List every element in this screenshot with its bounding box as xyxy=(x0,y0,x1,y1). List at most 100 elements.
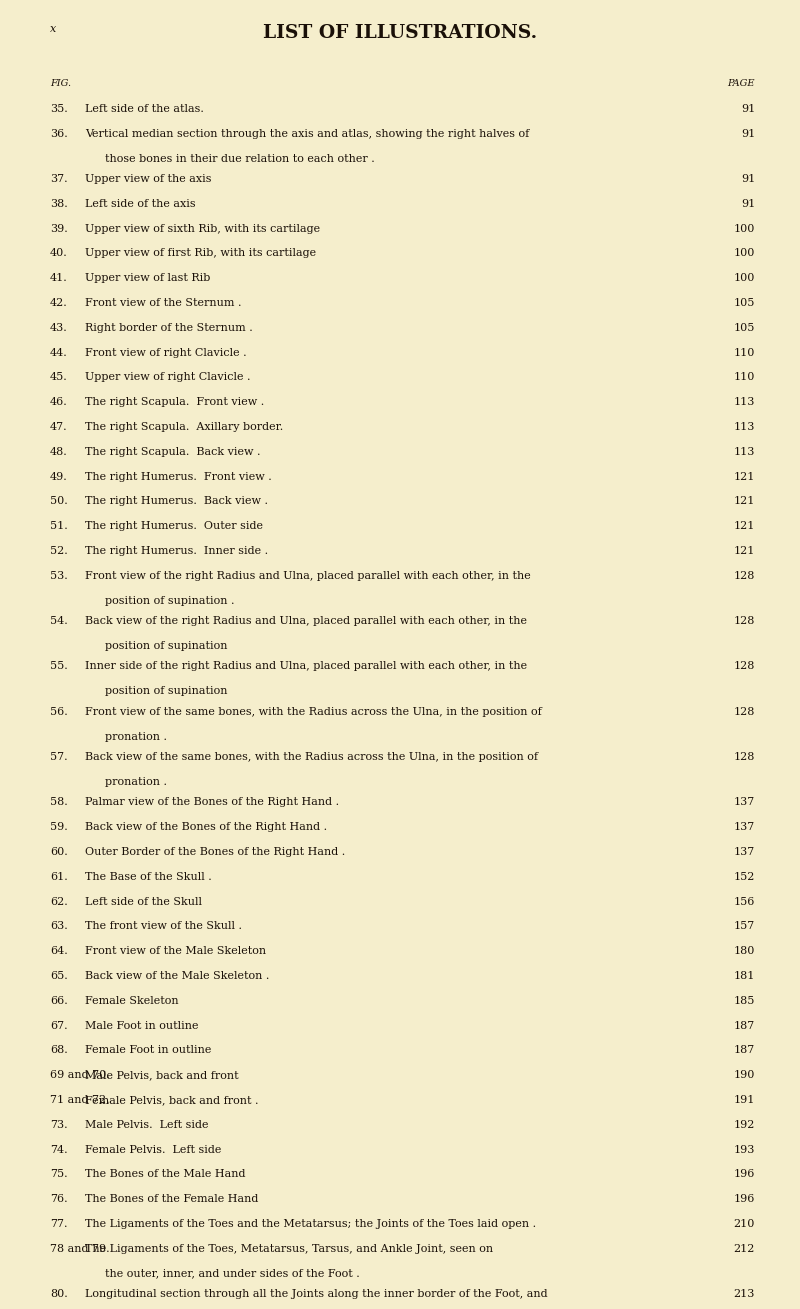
Text: 50.: 50. xyxy=(50,496,68,507)
Text: Back view of the Male Skeleton .: Back view of the Male Skeleton . xyxy=(85,971,270,980)
Text: pronation .: pronation . xyxy=(105,778,167,787)
Text: Right border of the Sternum .: Right border of the Sternum . xyxy=(85,323,253,332)
Text: 58.: 58. xyxy=(50,797,68,808)
Text: 45.: 45. xyxy=(50,373,68,382)
Text: 196: 196 xyxy=(734,1169,755,1179)
Text: 59.: 59. xyxy=(50,822,68,833)
Text: 43.: 43. xyxy=(50,323,68,332)
Text: Front view of the same bones, with the Radius across the Ulna, in the position o: Front view of the same bones, with the R… xyxy=(85,707,542,717)
Text: 36.: 36. xyxy=(50,128,68,139)
Text: 54.: 54. xyxy=(50,617,68,626)
Text: 80.: 80. xyxy=(50,1289,68,1299)
Text: Back view of the Bones of the Right Hand .: Back view of the Bones of the Right Hand… xyxy=(85,822,327,833)
Text: 187: 187 xyxy=(734,1021,755,1030)
Text: Female Skeleton: Female Skeleton xyxy=(85,996,178,1005)
Text: The front view of the Skull .: The front view of the Skull . xyxy=(85,922,242,932)
Text: 210: 210 xyxy=(734,1219,755,1229)
Text: 105: 105 xyxy=(734,298,755,308)
Text: 91: 91 xyxy=(741,199,755,209)
Text: Outer Border of the Bones of the Right Hand .: Outer Border of the Bones of the Right H… xyxy=(85,847,346,857)
Text: 100: 100 xyxy=(734,274,755,283)
Text: 40.: 40. xyxy=(50,249,68,258)
Text: 68.: 68. xyxy=(50,1046,68,1055)
Text: Female Pelvis, back and front .: Female Pelvis, back and front . xyxy=(85,1096,258,1105)
Text: Vertical median section through the axis and atlas, showing the right halves of: Vertical median section through the axis… xyxy=(85,128,530,139)
Text: 137: 137 xyxy=(734,847,755,857)
Text: Female Foot in outline: Female Foot in outline xyxy=(85,1046,211,1055)
Text: 100: 100 xyxy=(734,224,755,234)
Text: 65.: 65. xyxy=(50,971,68,980)
Text: 190: 190 xyxy=(734,1071,755,1080)
Text: 128: 128 xyxy=(734,661,755,672)
Text: The right Scapula.  Front view .: The right Scapula. Front view . xyxy=(85,398,264,407)
Text: 121: 121 xyxy=(734,471,755,482)
Text: The right Humerus.  Back view .: The right Humerus. Back view . xyxy=(85,496,268,507)
Text: 75.: 75. xyxy=(50,1169,68,1179)
Text: Left side of the atlas.: Left side of the atlas. xyxy=(85,103,204,114)
Text: 121: 121 xyxy=(734,496,755,507)
Text: 185: 185 xyxy=(734,996,755,1005)
Text: 121: 121 xyxy=(734,521,755,531)
Text: Palmar view of the Bones of the Right Hand .: Palmar view of the Bones of the Right Ha… xyxy=(85,797,339,808)
Text: 74.: 74. xyxy=(50,1144,68,1155)
Text: Male Pelvis, back and front: Male Pelvis, back and front xyxy=(85,1071,238,1080)
Text: 128: 128 xyxy=(734,753,755,762)
Text: 47.: 47. xyxy=(50,421,68,432)
Text: 63.: 63. xyxy=(50,922,68,932)
Text: The right Humerus.  Inner side .: The right Humerus. Inner side . xyxy=(85,546,268,556)
Text: The Bones of the Female Hand: The Bones of the Female Hand xyxy=(85,1194,258,1204)
Text: 39.: 39. xyxy=(50,224,68,234)
Text: 46.: 46. xyxy=(50,398,68,407)
Text: 196: 196 xyxy=(734,1194,755,1204)
Text: position of supination .: position of supination . xyxy=(105,596,234,606)
Text: 57.: 57. xyxy=(50,753,68,762)
Text: 105: 105 xyxy=(734,323,755,332)
Text: Back view of the right Radius and Ulna, placed parallel with each other, in the: Back view of the right Radius and Ulna, … xyxy=(85,617,527,626)
Text: Female Pelvis.  Left side: Female Pelvis. Left side xyxy=(85,1144,222,1155)
Text: 69 and 70.: 69 and 70. xyxy=(50,1071,110,1080)
Text: 67.: 67. xyxy=(50,1021,68,1030)
Text: 48.: 48. xyxy=(50,446,68,457)
Text: 128: 128 xyxy=(734,571,755,581)
Text: 78 and 79.: 78 and 79. xyxy=(50,1244,110,1254)
Text: 71 and 72.: 71 and 72. xyxy=(50,1096,110,1105)
Text: 113: 113 xyxy=(734,446,755,457)
Text: The Ligaments of the Toes and the Metatarsus; the Joints of the Toes laid open .: The Ligaments of the Toes and the Metata… xyxy=(85,1219,536,1229)
Text: 41.: 41. xyxy=(50,274,68,283)
Text: 77.: 77. xyxy=(50,1219,67,1229)
Text: 91: 91 xyxy=(741,128,755,139)
Text: 91: 91 xyxy=(741,174,755,185)
Text: Upper view of right Clavicle .: Upper view of right Clavicle . xyxy=(85,373,250,382)
Text: 113: 113 xyxy=(734,421,755,432)
Text: Longitudinal section through all the Joints along the inner border of the Foot, : Longitudinal section through all the Joi… xyxy=(85,1289,548,1299)
Text: 193: 193 xyxy=(734,1144,755,1155)
Text: 56.: 56. xyxy=(50,707,68,717)
Text: 110: 110 xyxy=(734,348,755,357)
Text: 53.: 53. xyxy=(50,571,68,581)
Text: 213: 213 xyxy=(734,1289,755,1299)
Text: The right Scapula.  Back view .: The right Scapula. Back view . xyxy=(85,446,261,457)
Text: position of supination: position of supination xyxy=(105,686,227,696)
Text: Front view of the Sternum .: Front view of the Sternum . xyxy=(85,298,242,308)
Text: 55.: 55. xyxy=(50,661,68,672)
Text: 49.: 49. xyxy=(50,471,68,482)
Text: 180: 180 xyxy=(734,946,755,956)
Text: Front view of the Male Skeleton: Front view of the Male Skeleton xyxy=(85,946,266,956)
Text: 121: 121 xyxy=(734,546,755,556)
Text: 191: 191 xyxy=(734,1096,755,1105)
Text: 37.: 37. xyxy=(50,174,68,185)
Text: Upper view of the axis: Upper view of the axis xyxy=(85,174,211,185)
Text: Front view of right Clavicle .: Front view of right Clavicle . xyxy=(85,348,246,357)
Text: The right Scapula.  Axillary border.: The right Scapula. Axillary border. xyxy=(85,421,283,432)
Text: 73.: 73. xyxy=(50,1119,68,1130)
Text: 137: 137 xyxy=(734,822,755,833)
Text: 110: 110 xyxy=(734,373,755,382)
Text: Male Pelvis.  Left side: Male Pelvis. Left side xyxy=(85,1119,209,1130)
Text: The Ligaments of the Toes, Metatarsus, Tarsus, and Ankle Joint, seen on: The Ligaments of the Toes, Metatarsus, T… xyxy=(85,1244,493,1254)
Text: 128: 128 xyxy=(734,707,755,717)
Text: 128: 128 xyxy=(734,617,755,626)
Text: 152: 152 xyxy=(734,872,755,882)
Text: 42.: 42. xyxy=(50,298,68,308)
Text: LIST OF ILLUSTRATIONS.: LIST OF ILLUSTRATIONS. xyxy=(263,24,537,42)
Text: The right Humerus.  Front view .: The right Humerus. Front view . xyxy=(85,471,272,482)
